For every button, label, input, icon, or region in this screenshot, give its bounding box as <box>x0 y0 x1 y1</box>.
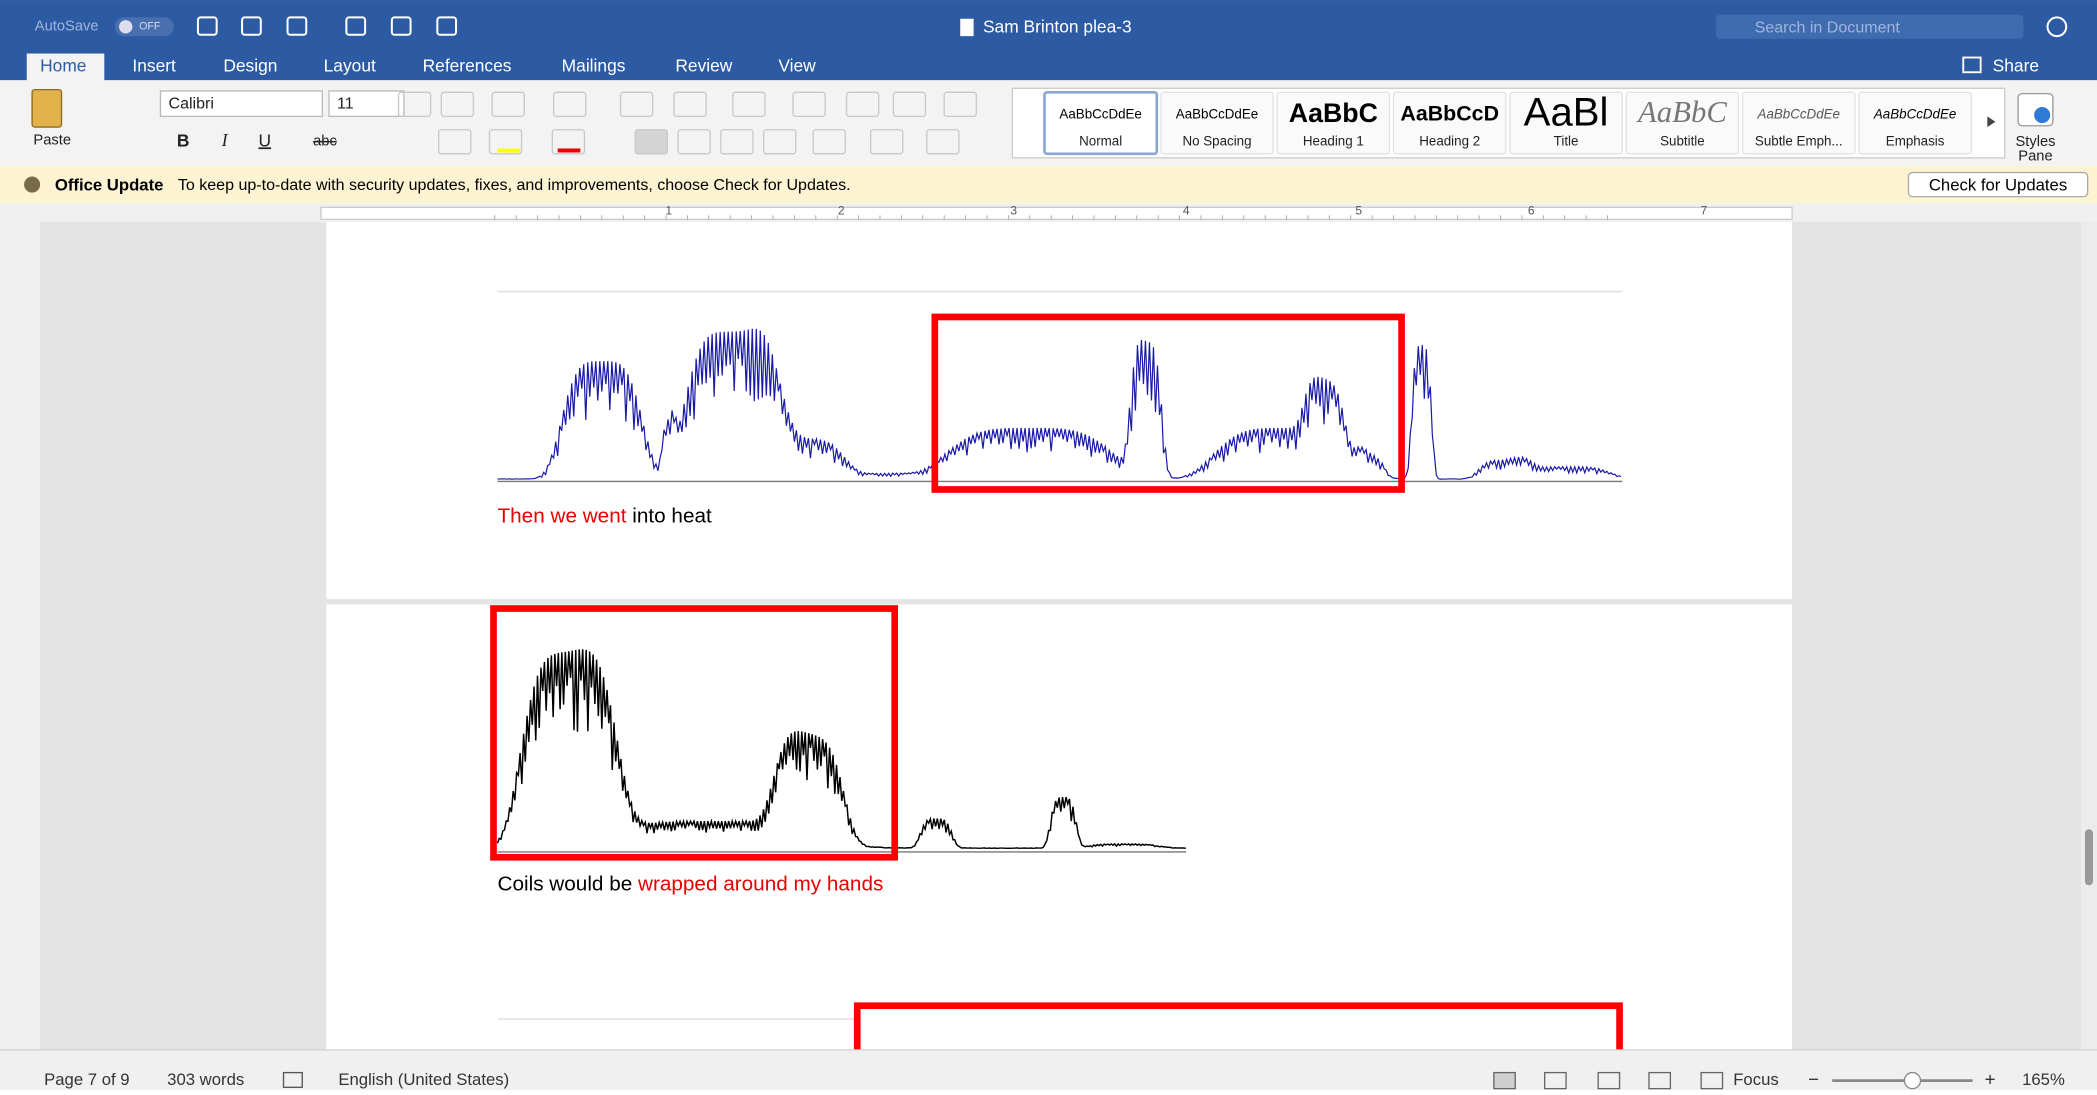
zoom-in[interactable]: + <box>1985 1069 1996 1090</box>
update-button-label[interactable]: Check for Updates <box>1929 175 2067 194</box>
status-language: English (United States) <box>338 1070 509 1089</box>
ribbon-tab[interactable]: Design <box>223 55 277 75</box>
share-button[interactable]: Share <box>1993 55 2039 75</box>
ruler-number: 3 <box>1010 203 1017 217</box>
status-words: 303 words <box>167 1070 244 1089</box>
ribbon-button[interactable] <box>635 130 667 154</box>
ruler-track <box>321 207 1792 219</box>
ribbon-tab[interactable]: Home <box>40 55 86 75</box>
scrollbar[interactable] <box>2081 222 2097 1050</box>
style-sample: AaBbCcDdEe <box>1757 107 1840 122</box>
ribbon-tab[interactable]: View <box>778 55 816 75</box>
format-button[interactable]: B <box>177 130 190 150</box>
caption-run: into heat <box>627 505 712 528</box>
style-name: Normal <box>1079 133 1122 148</box>
view-button[interactable] <box>1494 1073 1515 1089</box>
ruler-number: 6 <box>1528 203 1535 217</box>
format-button[interactable]: U <box>259 130 272 150</box>
style-name: No Spacing <box>1182 133 1251 148</box>
status-bar <box>0 1050 2097 1090</box>
caption-run: Then we went <box>498 505 627 528</box>
toggle-knob <box>119 20 132 33</box>
styles-pane-dot <box>2034 107 2050 123</box>
style-sample: AaBbCcDdEe <box>1059 107 1141 122</box>
font-name: Calibri <box>169 95 214 113</box>
ruler-number: 2 <box>838 203 845 217</box>
caption-run: Coils would be <box>498 873 639 896</box>
ruler-number: 5 <box>1355 203 1362 217</box>
document: Then we went into heat Coils would be wra… <box>326 201 1792 1086</box>
vertical-ruler <box>0 222 40 1050</box>
word-window: Then we went into heat Coils would be wra… <box>0 0 2097 1090</box>
close-icon[interactable] <box>24 177 40 193</box>
zoom-out[interactable]: − <box>1808 1069 1819 1090</box>
status-zoom[interactable]: 165% <box>2022 1070 2065 1089</box>
search-placeholder: Search in Document <box>1755 18 1901 36</box>
ruler-number: 7 <box>1700 203 1707 217</box>
style-name: Heading 1 <box>1303 133 1364 148</box>
format-button[interactable]: abc <box>313 134 337 150</box>
style-sample: AaBbCcDdEe <box>1873 107 1956 122</box>
paste-label: Paste <box>33 132 71 148</box>
format-button[interactable]: I <box>221 131 229 150</box>
highlight-bar <box>498 148 521 152</box>
ribbon-tab[interactable]: Insert <box>132 55 176 75</box>
page-sheet <box>326 605 1792 1060</box>
caption: Then we went into heat <box>498 505 712 528</box>
update-message: To keep up-to-date with security updates… <box>178 176 851 194</box>
style-sample: AaBbCcD <box>1400 102 1499 126</box>
style-sample: AaBbC <box>1289 98 1378 128</box>
ruler-number: 4 <box>1183 203 1190 217</box>
font-color-bar <box>558 148 581 152</box>
status-focus[interactable]: Focus <box>1733 1070 1779 1089</box>
ribbon-tab[interactable]: Mailings <box>562 55 626 75</box>
caption-run: wrapped around my hands <box>637 873 883 896</box>
page-sheet <box>326 201 1792 600</box>
autosave-label: AutoSave <box>35 19 99 35</box>
scroll-thumb[interactable] <box>2085 829 2093 885</box>
status-page: Page 7 of 9 <box>44 1070 129 1089</box>
doc-icon <box>960 19 973 36</box>
style-name: Title <box>1554 133 1579 148</box>
zoom-knob[interactable] <box>1904 1073 1920 1089</box>
style-name: Subtitle <box>1660 133 1705 148</box>
document-title: Sam Brinton plea-3 <box>983 17 1132 37</box>
paste-icon[interactable] <box>32 90 61 127</box>
style-name: Heading 2 <box>1419 133 1480 148</box>
style-sample: AaBbCcDdEe <box>1176 107 1258 122</box>
style-sample: AaBbC <box>1636 95 1727 129</box>
font-size: 11 <box>337 95 354 113</box>
style-name: Subtle Emph... <box>1755 133 1843 148</box>
update-title: Office Update <box>55 175 164 194</box>
style-name: Emphasis <box>1886 133 1945 148</box>
ribbon-tab[interactable]: Layout <box>324 55 376 75</box>
caption: Coils would be wrapped around my hands <box>498 873 884 896</box>
autosave-state: OFF <box>139 21 161 33</box>
title-bar <box>0 0 2097 80</box>
style-sample: AaBl <box>1524 90 1609 135</box>
ribbon-tab[interactable]: Review <box>675 55 732 75</box>
page: Then we went into heat Coils would be wra… <box>0 0 2097 1090</box>
ribbon-tab[interactable]: References <box>423 55 512 75</box>
